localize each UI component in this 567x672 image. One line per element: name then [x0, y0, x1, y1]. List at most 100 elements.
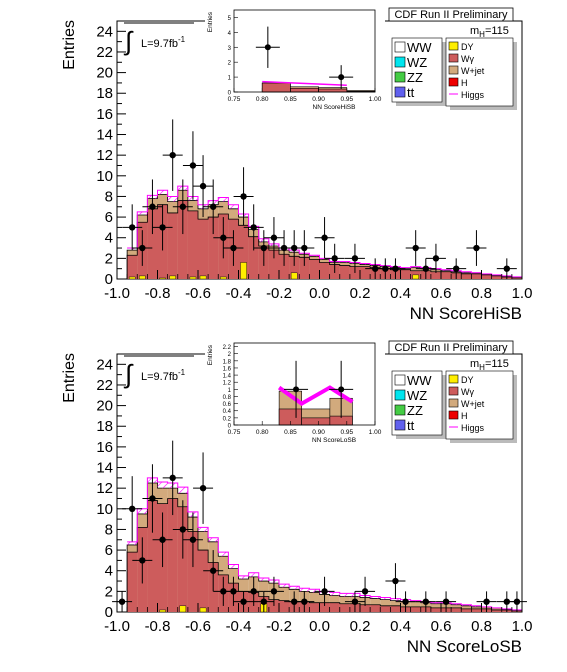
data-point	[128, 505, 136, 512]
inset-y-tick-label: 1	[228, 388, 232, 394]
y-tick-label: 8	[105, 188, 113, 205]
data-point	[139, 557, 146, 564]
legend-swatch-2	[448, 65, 459, 75]
inset-x-tick-label: 0.90	[312, 429, 325, 436]
y-tick-label: 16	[96, 439, 113, 456]
uncertainty-band	[471, 605, 482, 607]
uncertainty-band	[218, 197, 229, 202]
inset-data-point	[264, 44, 271, 51]
x-tick-label: 0.0	[309, 618, 330, 635]
bar-wgamma	[360, 266, 371, 279]
uncertainty-band	[127, 541, 138, 545]
data-point	[351, 598, 359, 605]
data-point	[412, 244, 419, 252]
data-point	[392, 577, 399, 585]
uncertainty-band	[228, 204, 239, 209]
uncertainty-band	[339, 261, 350, 263]
data-point	[230, 244, 237, 252]
x-tick-label: -1.0	[104, 285, 130, 302]
y-tick-label: 18	[96, 418, 113, 435]
inset-y-tick-label: 1.8	[223, 359, 232, 365]
x-axis-title: NN ScoreHiSB	[410, 304, 522, 323]
uncertainty-band	[430, 602, 441, 604]
x-tick-label: 0.6	[431, 285, 452, 302]
bar-wgamma	[198, 550, 209, 612]
bar-wgamma	[268, 250, 279, 279]
mass-value: =115	[485, 25, 509, 37]
data-point	[290, 598, 298, 605]
bar-wgamma	[187, 210, 198, 279]
uncertainty-band	[410, 600, 421, 602]
data-point	[149, 495, 156, 502]
uncertainty-band	[339, 593, 350, 597]
inset-bar-wgamma	[261, 82, 291, 93]
y-tick-label: 22	[96, 44, 113, 61]
inset-y-title: Entries	[207, 344, 214, 365]
x-tick-label: -0.8	[145, 618, 171, 635]
bar-wgamma	[511, 277, 522, 279]
data-point	[301, 598, 308, 605]
data-point	[260, 244, 268, 252]
bar-dy	[169, 275, 176, 280]
uncertainty-band	[370, 596, 381, 599]
x-tick-label: 0.2	[350, 285, 371, 302]
inset-higgs-line	[262, 80, 347, 87]
inset-y-tick-label: 1.2	[223, 381, 232, 387]
bar-wjet	[309, 592, 320, 612]
inset-y-tick-label: 1.4	[223, 374, 232, 380]
header-text: CDF Run II Preliminary	[394, 9, 508, 21]
x-tick-label: -0.6	[185, 618, 211, 635]
inset-y-tick-label: 0.4	[223, 409, 232, 415]
bar-wgamma	[279, 254, 290, 279]
bar-wgamma	[339, 603, 350, 612]
bar-wgamma	[167, 498, 178, 612]
inset-data-point	[293, 386, 300, 393]
inset-x-tick-label: 0.85	[284, 429, 297, 436]
lumi-box: ∫ L=9.7fb-1	[123, 22, 194, 56]
y-tick-label: 20	[96, 65, 113, 82]
legend-label-ww: WW	[407, 373, 432, 388]
data-point	[240, 598, 247, 605]
data-point	[139, 244, 146, 252]
inset-y-tick-label: 2	[228, 352, 232, 358]
data-point	[159, 224, 166, 231]
y-tick-label: 20	[96, 398, 113, 415]
bar-wgamma	[289, 256, 300, 279]
uncertainty-band	[299, 588, 310, 592]
inset-y-tick-label: 4	[228, 31, 232, 37]
uncertainty-band	[238, 575, 249, 579]
data-point	[422, 598, 430, 605]
inset-bar-wgamma	[290, 87, 319, 93]
uncertainty-band	[380, 597, 391, 600]
data-point	[189, 162, 197, 169]
data-point	[159, 536, 166, 543]
legend-label-0: DY	[461, 375, 474, 385]
bar-wgamma	[491, 609, 502, 612]
bar-wgamma	[147, 208, 158, 279]
x-tick-label: 0.2	[350, 618, 371, 635]
uncertainty-band	[137, 211, 148, 216]
y-tick-label: 0	[105, 604, 113, 621]
bar-wgamma	[177, 506, 188, 612]
uncertainty-band	[319, 258, 330, 260]
y-tick-label: 24	[96, 356, 113, 373]
data-point	[442, 598, 450, 605]
y-tick-label: 22	[96, 377, 113, 394]
y-tick-label: 14	[96, 127, 113, 144]
bar-wgamma	[430, 607, 441, 612]
legend-label-tt: tt	[407, 418, 415, 433]
inset-x-title: NN ScoreHiSB	[313, 104, 356, 111]
inset-y-tick-label: 3	[228, 46, 232, 52]
bar-dy	[290, 272, 298, 280]
inset-x-tick-label: 0.80	[256, 429, 269, 436]
x-tick-label: 0.8	[471, 285, 492, 302]
mass-value: =115	[485, 358, 509, 370]
legend-swatch-zz	[394, 71, 406, 83]
bar-dy	[128, 276, 136, 280]
inset-x-tick-label: 0.75	[228, 96, 241, 103]
y-tick-label: 8	[105, 521, 113, 538]
bar-dy	[220, 276, 227, 280]
bar-wgamma	[198, 219, 209, 279]
legend-label-0: DY	[461, 42, 474, 52]
